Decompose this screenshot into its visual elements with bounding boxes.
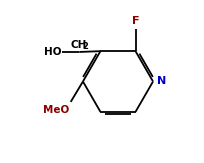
- Text: F: F: [131, 16, 139, 26]
- Text: MeO: MeO: [43, 105, 69, 115]
- Text: HO: HO: [44, 47, 61, 57]
- Text: N: N: [156, 76, 165, 87]
- Text: CH: CH: [70, 40, 86, 50]
- Text: 2: 2: [82, 43, 88, 52]
